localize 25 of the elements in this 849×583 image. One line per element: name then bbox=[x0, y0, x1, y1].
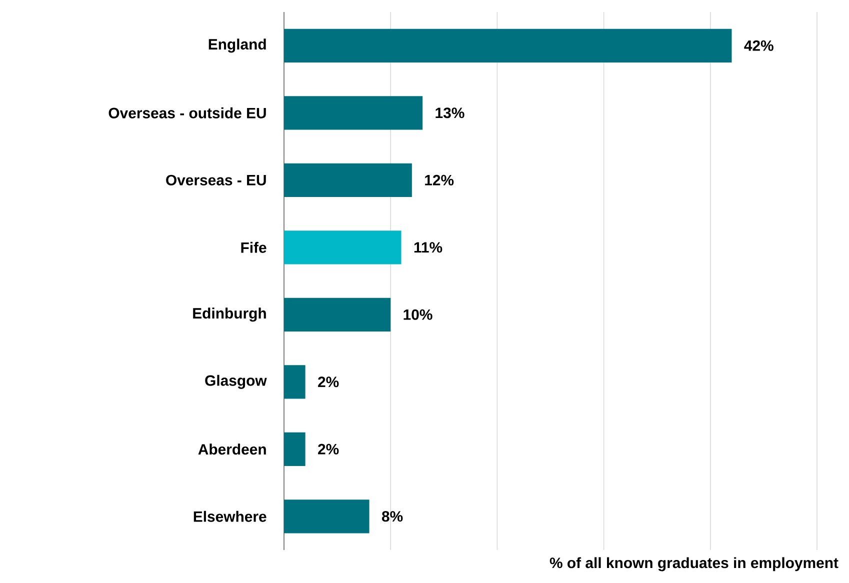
bar bbox=[284, 28, 732, 62]
bar bbox=[284, 96, 423, 130]
y-tick-label: Overseas - outside EU bbox=[108, 107, 266, 118]
data-label: 42% bbox=[744, 40, 774, 51]
y-tick-label: Aberdeen bbox=[198, 444, 266, 455]
bar bbox=[284, 432, 306, 466]
y-tick-label: Elsewhere bbox=[194, 510, 266, 522]
data-label: 10% bbox=[404, 309, 432, 320]
bar bbox=[284, 500, 370, 534]
data-label: 11% bbox=[414, 242, 442, 253]
y-tick-label: Fife bbox=[241, 242, 266, 253]
data-label: 12% bbox=[425, 174, 454, 186]
data-label: 8% bbox=[382, 511, 403, 522]
y-tick-label: England bbox=[208, 38, 266, 53]
y-tick-label: Overseas - EU bbox=[166, 174, 266, 186]
bar bbox=[284, 230, 402, 264]
data-label: 13% bbox=[436, 108, 464, 118]
bar bbox=[284, 298, 391, 332]
y-tick-label: Glasgow bbox=[205, 374, 267, 389]
bar bbox=[284, 163, 412, 197]
data-label: 2% bbox=[318, 444, 339, 454]
y-tick-label: Edinburgh bbox=[193, 308, 266, 322]
data-label: 2% bbox=[318, 376, 339, 388]
x-axis-title: % of all known graduates in employment bbox=[550, 557, 838, 572]
bar bbox=[284, 365, 306, 399]
